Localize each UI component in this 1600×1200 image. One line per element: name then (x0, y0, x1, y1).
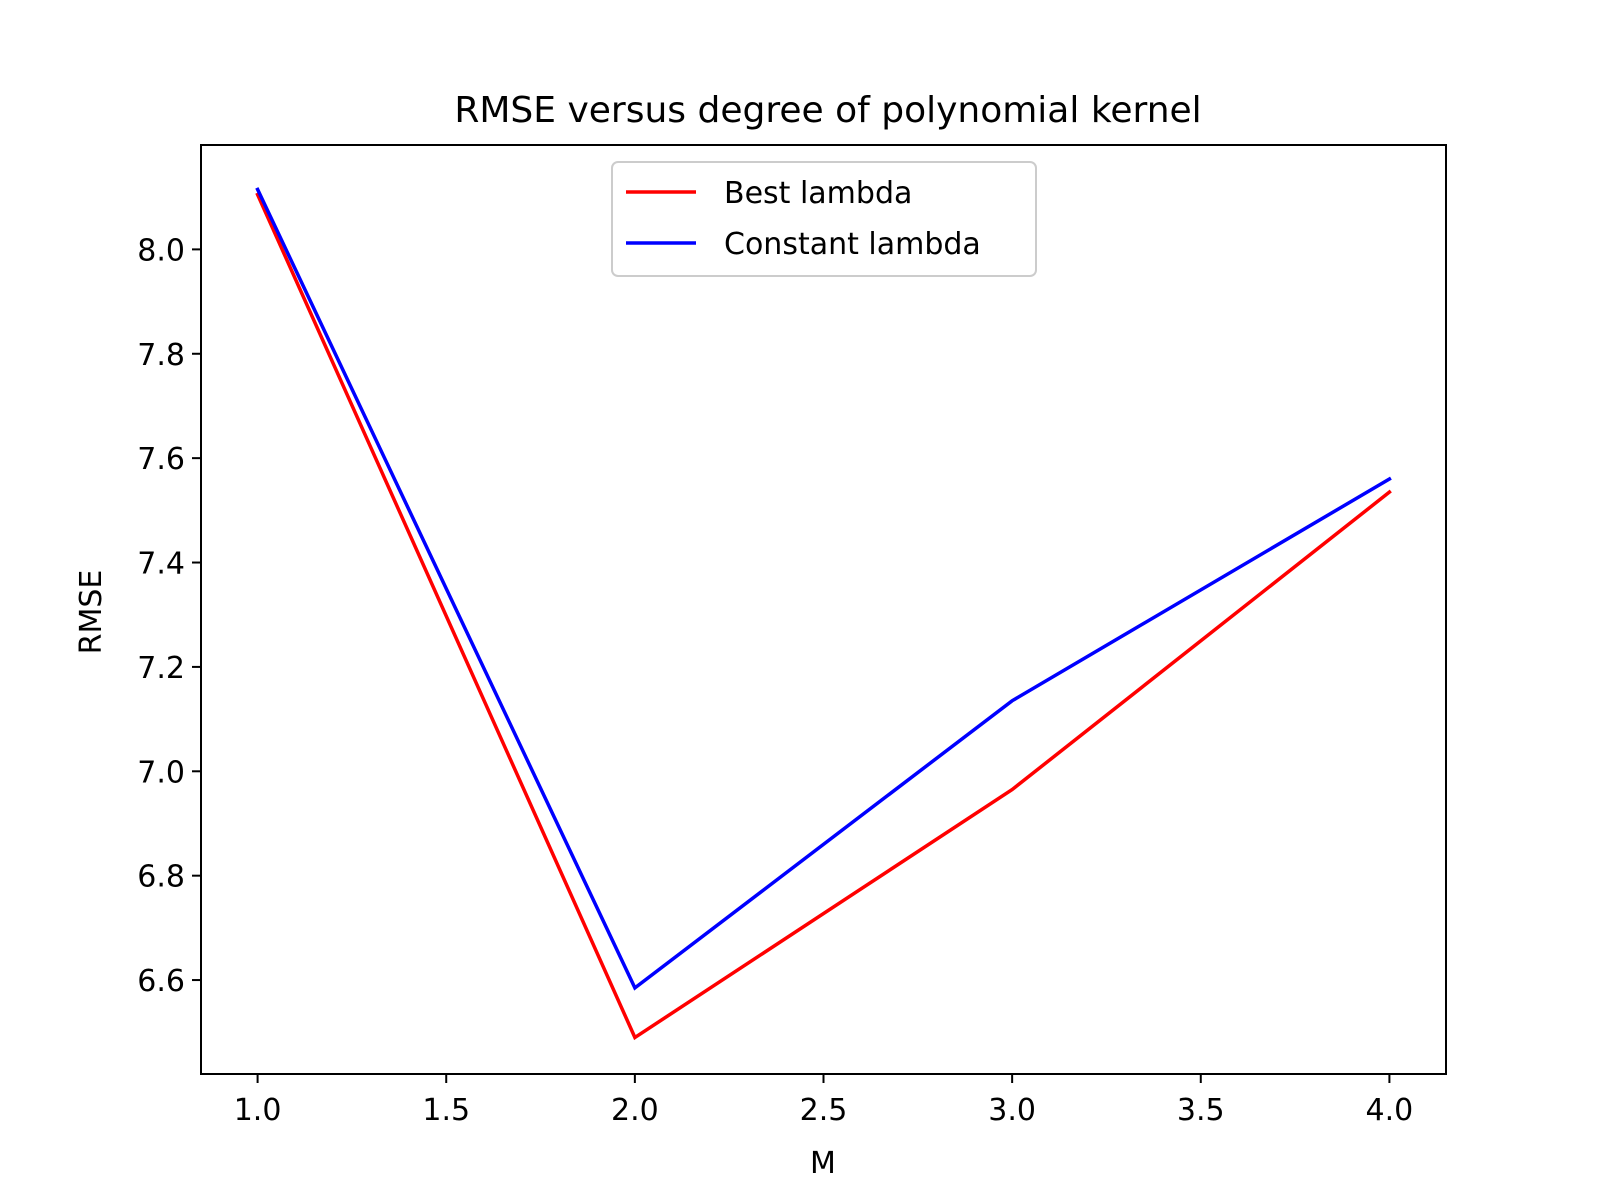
legend: Best lambda Constant lambda (611, 161, 1037, 277)
y-tick-label: 7.4 (137, 547, 185, 582)
series-layer (255, 187, 1392, 1041)
x-tick-label: 4.0 (1366, 1093, 1414, 1128)
x-tick-label: 3.0 (988, 1093, 1036, 1128)
legend-box (611, 161, 1037, 277)
series-line-constant-lambda (255, 187, 1392, 991)
x-axis-title: M (810, 1146, 836, 1181)
y-tick-label: 7.0 (137, 755, 185, 790)
x-tick-label: 2.0 (611, 1093, 659, 1128)
legend-label-constant-lambda: Constant lambda (724, 227, 981, 262)
x-tick-label: 3.5 (1177, 1093, 1225, 1128)
y-tick-label: 6.6 (137, 964, 185, 999)
y-axis-title: RMSE (74, 570, 109, 655)
x-tick-label: 1.0 (234, 1093, 282, 1128)
y-tick-label: 7.6 (137, 442, 185, 477)
x-tick-label: 1.5 (422, 1093, 470, 1128)
chart-title: RMSE versus degree of polynomial kernel (454, 90, 1201, 131)
y-tick-label: 7.2 (137, 651, 185, 686)
y-tick-label: 8.0 (137, 233, 185, 268)
y-axis: 6.6 6.8 7.0 7.2 7.4 7.6 7.8 8.0 (137, 233, 201, 999)
legend-label-best-lambda: Best lambda (724, 176, 912, 211)
y-tick-label: 7.8 (137, 338, 185, 373)
series-line-best-lambda (255, 192, 1392, 1041)
x-axis: 1.0 1.5 2.0 2.5 3.0 3.5 4.0 (234, 1074, 1414, 1128)
y-tick-label: 6.8 (137, 860, 185, 895)
x-tick-label: 2.5 (800, 1093, 848, 1128)
